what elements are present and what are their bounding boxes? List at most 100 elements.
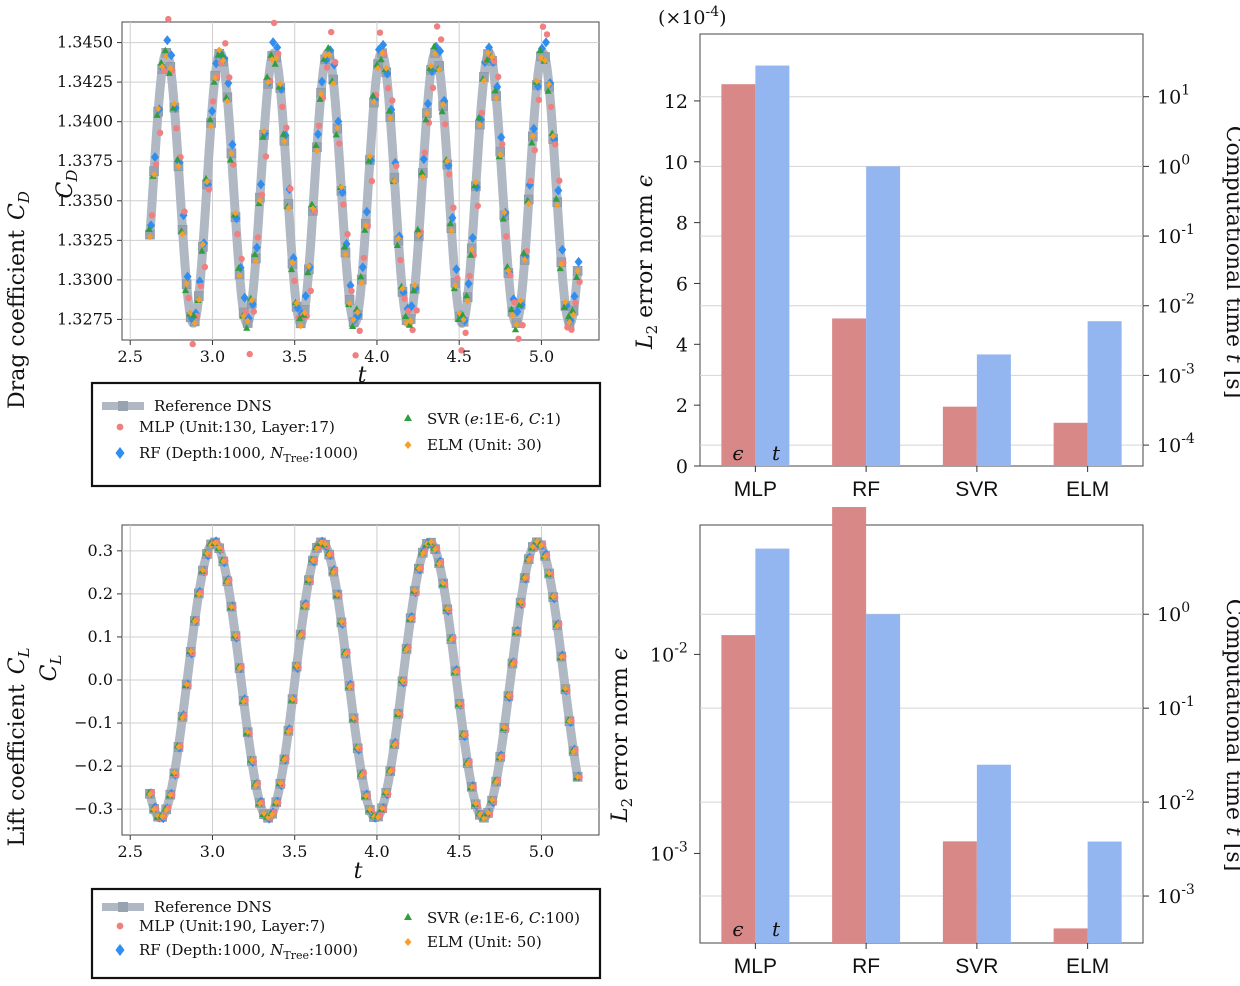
elm-prediction-marker [480, 815, 487, 822]
elm-prediction-marker [407, 317, 414, 325]
elm-prediction-marker [538, 54, 544, 62]
elm-prediction-marker [489, 796, 496, 804]
mlp-prediction-marker [442, 120, 449, 128]
elm-prediction-marker [513, 628, 520, 636]
elm-prediction-marker [277, 80, 284, 88]
drag-bar-right-axis-label: Computational time t [s] [1221, 126, 1240, 399]
error-bar-mlp [721, 84, 756, 467]
elm-prediction-marker [566, 717, 573, 725]
svr-prediction-marker [222, 93, 230, 101]
mlp-prediction-marker [433, 23, 441, 30]
mlp-prediction-marker [250, 308, 257, 315]
rf-prediction-marker [228, 139, 237, 150]
svr-prediction-marker [304, 268, 312, 276]
x-tick-label: 3.5 [282, 842, 307, 861]
category-label-rf: RF [852, 955, 880, 978]
elm-prediction-marker [480, 77, 487, 85]
elm-prediction-marker [305, 262, 312, 270]
drag-legend: Reference DNS MLP (Unit:130, Layer:17) SVR… [90, 381, 602, 488]
time-bar-rf [866, 166, 901, 467]
elm-prediction-marker [509, 660, 516, 668]
rf-prediction-marker [163, 35, 172, 46]
y-tick-label: −0.3 [74, 799, 113, 818]
mlp-prediction-marker [568, 326, 575, 333]
rf-prediction-marker [468, 232, 477, 243]
lift-bar-error-symbol: ϵ [732, 917, 743, 941]
elm-prediction-marker [171, 100, 178, 108]
error-bar-svr [942, 406, 977, 466]
elm-prediction-marker [493, 94, 500, 102]
svr-prediction-marker [349, 322, 357, 329]
mlp-prediction-marker [495, 73, 502, 81]
svr-prediction-marker [263, 73, 271, 80]
y-tick-label: −0.2 [74, 756, 113, 775]
svr-prediction-marker [556, 264, 564, 272]
svr-prediction-marker [568, 306, 577, 314]
elm-prediction-marker [505, 692, 512, 700]
elm-prediction-marker [562, 298, 569, 306]
svr-prediction-marker [287, 265, 296, 273]
svr-prediction-marker [190, 311, 198, 319]
elm-prediction-marker [346, 683, 353, 691]
mlp-prediction-marker [552, 141, 559, 148]
lift-bar-time-symbol: t [772, 917, 781, 941]
svr-prediction-marker [267, 51, 275, 58]
legend-rf-marker [115, 447, 125, 459]
drag-bar-left-ticks: 0 2 4 6 8 10 12 [664, 91, 700, 478]
mlp-prediction-marker [283, 124, 290, 131]
elm-prediction-marker [501, 723, 508, 731]
rf-prediction-marker [485, 42, 493, 53]
elm-prediction-marker [546, 569, 553, 577]
category-label-mlp: MLP [734, 478, 777, 501]
lift-bars [721, 507, 1122, 943]
drag-y-axis-main-label: Drag coefficientCD [5, 191, 33, 409]
elm-prediction-marker [558, 653, 565, 661]
mlp-prediction-marker [458, 347, 465, 354]
elm-prediction-marker [468, 783, 475, 791]
elm-prediction-marker [248, 756, 255, 764]
elm-prediction-marker [273, 54, 280, 62]
legend-mlp-marker [116, 423, 124, 431]
rf-prediction-marker [574, 256, 583, 267]
elm-prediction-marker [297, 322, 304, 330]
mlp-prediction-marker [389, 97, 396, 104]
elm-prediction-marker [330, 568, 337, 576]
lift-x-axis-label: t [354, 859, 363, 884]
elm-prediction-marker [448, 227, 455, 235]
mlp-prediction-marker [543, 31, 551, 38]
mlp-prediction-marker [315, 122, 323, 129]
mlp-prediction-marker [222, 40, 229, 47]
x-tick-label: 5.0 [529, 842, 554, 861]
mlp-prediction-marker [205, 186, 213, 193]
y-tick-label: 1.3425 [57, 72, 113, 91]
elm-prediction-marker [517, 598, 524, 606]
rf-prediction-marker [318, 76, 326, 87]
lift-bar-left-ticks: 10-3 10-2 [650, 640, 700, 865]
category-label-elm: ELM [1066, 955, 1109, 978]
elm-prediction-marker [309, 556, 316, 564]
legend-frame [90, 381, 602, 488]
mlp-prediction-marker [234, 230, 241, 238]
x-tick-label: 2.5 [117, 347, 142, 366]
elm-prediction-marker [562, 684, 569, 692]
mlp-prediction-marker [246, 350, 253, 358]
mlp-prediction-marker [527, 177, 534, 185]
svr-prediction-marker [377, 55, 385, 63]
elm-prediction-marker [314, 545, 320, 553]
mlp-prediction-marker [519, 322, 526, 329]
svr-prediction-marker [320, 55, 328, 62]
elm-prediction-marker [542, 553, 548, 561]
category-label-svr: SVR [955, 955, 998, 978]
elm-prediction-marker [289, 258, 296, 266]
svr-prediction-marker [259, 133, 267, 140]
rf-prediction-marker [183, 271, 192, 282]
legend-svr-marker [404, 913, 412, 920]
mlp-prediction-marker [531, 146, 538, 154]
mlp-prediction-marker [189, 340, 196, 348]
rf-prediction-marker [273, 42, 282, 53]
legend-elm-marker [404, 441, 412, 449]
svr-prediction-marker [572, 273, 581, 280]
y-tick-label: 1.3275 [57, 309, 113, 328]
elm-prediction-marker [195, 590, 202, 598]
mlp-prediction-marker [413, 307, 420, 314]
